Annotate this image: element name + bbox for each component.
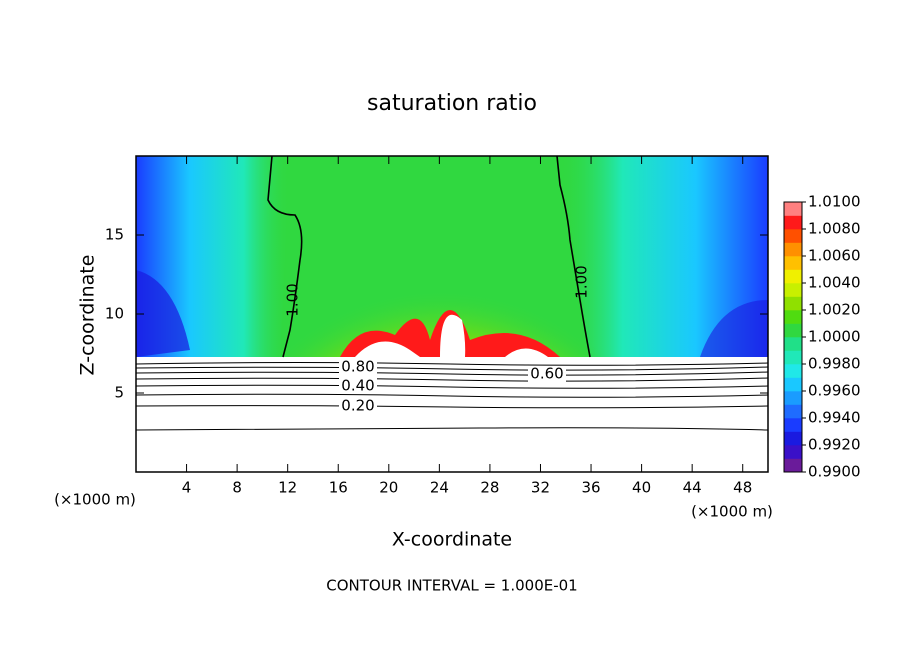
contour-label-bg (528, 366, 566, 382)
colorbar-band (784, 418, 802, 432)
contour-lines (267, 155, 591, 358)
colorbar-band (784, 431, 802, 446)
y-tick-label: 10 (105, 305, 124, 323)
x-tick-label: 40 (632, 479, 651, 497)
colorbar-tick-label: 1.0060 (808, 247, 861, 265)
contour-label: 1.00 (284, 283, 302, 316)
contour-lines (135, 362, 769, 431)
colorbar-tick-label: 1.0000 (808, 328, 861, 346)
contour-line (135, 362, 769, 366)
y-tick-label: 5 (114, 384, 124, 402)
x-axis-label: X-coordinate (392, 529, 512, 551)
y-tick-label: 15 (105, 226, 124, 244)
field-band (700, 300, 768, 357)
y-axis-label: Z-coordinate (77, 255, 99, 376)
contour-label: 1.00 (573, 265, 591, 298)
colorbar-band (784, 269, 802, 284)
colorbar-tick-label: 1.0040 (808, 274, 861, 292)
contour-line (135, 377, 769, 382)
colorbar-band (784, 296, 802, 311)
colorbar-band (784, 404, 802, 419)
contour-label: 0.40 (339, 377, 377, 395)
contour-line (135, 384, 769, 389)
contour-label: 0.60 (528, 365, 566, 383)
contour-label-bg (339, 359, 377, 375)
colorbar-band (784, 391, 802, 405)
colorbar-band (784, 350, 802, 365)
contour-label-text: 1.00 (573, 265, 591, 298)
colorbar-band (784, 337, 802, 351)
colorbar-band (784, 323, 802, 338)
x-tick-label: 16 (329, 479, 348, 497)
field-band (355, 314, 548, 357)
colorbar-band (784, 283, 802, 297)
contour-label-bg (339, 378, 377, 394)
colorbar-band (784, 202, 802, 216)
colorbar-tick-label: 1.0020 (808, 301, 861, 319)
colorbar-band (784, 364, 802, 378)
contour-label: 0.20 (339, 397, 377, 415)
footnote: CONTOUR INTERVAL = 1.000E-01 (326, 577, 577, 595)
colorbar-band (784, 229, 802, 243)
colorbar-band (784, 310, 802, 324)
chart-title: saturation ratio (367, 91, 537, 116)
contour-line (135, 427, 769, 431)
contour-label-text: 0.60 (530, 365, 563, 383)
contour-label-bg (339, 398, 377, 414)
colorbar-band (784, 242, 802, 257)
colorbar-tick-label: 0.9980 (808, 355, 861, 373)
colorbar-tick-label: 0.9900 (808, 463, 861, 481)
colorbar-band (784, 445, 802, 459)
contour-label-text: 0.20 (341, 397, 374, 415)
x-tick-label: 24 (430, 479, 449, 497)
field (136, 156, 768, 357)
colorbar-tick-label: 0.9960 (808, 382, 861, 400)
colorbar-tick-label: 0.9940 (808, 409, 861, 427)
x-tick-label: 4 (182, 479, 192, 497)
contour-label: 0.80 (339, 358, 377, 376)
x-tick-label: 12 (278, 479, 297, 497)
contour-label-text: 1.00 (284, 283, 302, 316)
contour-line (135, 366, 769, 371)
x-tick-label: 36 (581, 479, 600, 497)
x-tick-label: 28 (480, 479, 499, 497)
x-tick-label: 20 (379, 479, 398, 497)
x-tick-label: 48 (733, 479, 752, 497)
colorbar-tick-label: 1.0080 (808, 220, 861, 238)
colorbar-band (784, 256, 802, 270)
x-unit-label: (×1000 m) (691, 503, 773, 521)
colorbar-tick-label: 1.0100 (808, 193, 861, 211)
y-unit-label: (×1000 m) (54, 491, 136, 509)
contour-line (556, 155, 591, 358)
colorbar-tick-label: 0.9920 (808, 436, 861, 454)
contour-line (135, 371, 769, 376)
field-band (270, 187, 610, 357)
colorbar-band (784, 215, 802, 230)
contour-line (135, 393, 769, 398)
field-band (136, 270, 190, 357)
contour-line (267, 155, 303, 358)
x-tick-label: 8 (232, 479, 242, 497)
x-tick-label: 32 (531, 479, 550, 497)
contour-label-text: 0.80 (341, 358, 374, 376)
field-band (560, 156, 768, 357)
colorbar-band (784, 458, 802, 473)
contour-line (135, 405, 769, 409)
colorbar-band (784, 377, 802, 392)
x-tick-label: 44 (683, 479, 702, 497)
contour-label-text: 0.40 (341, 377, 374, 395)
